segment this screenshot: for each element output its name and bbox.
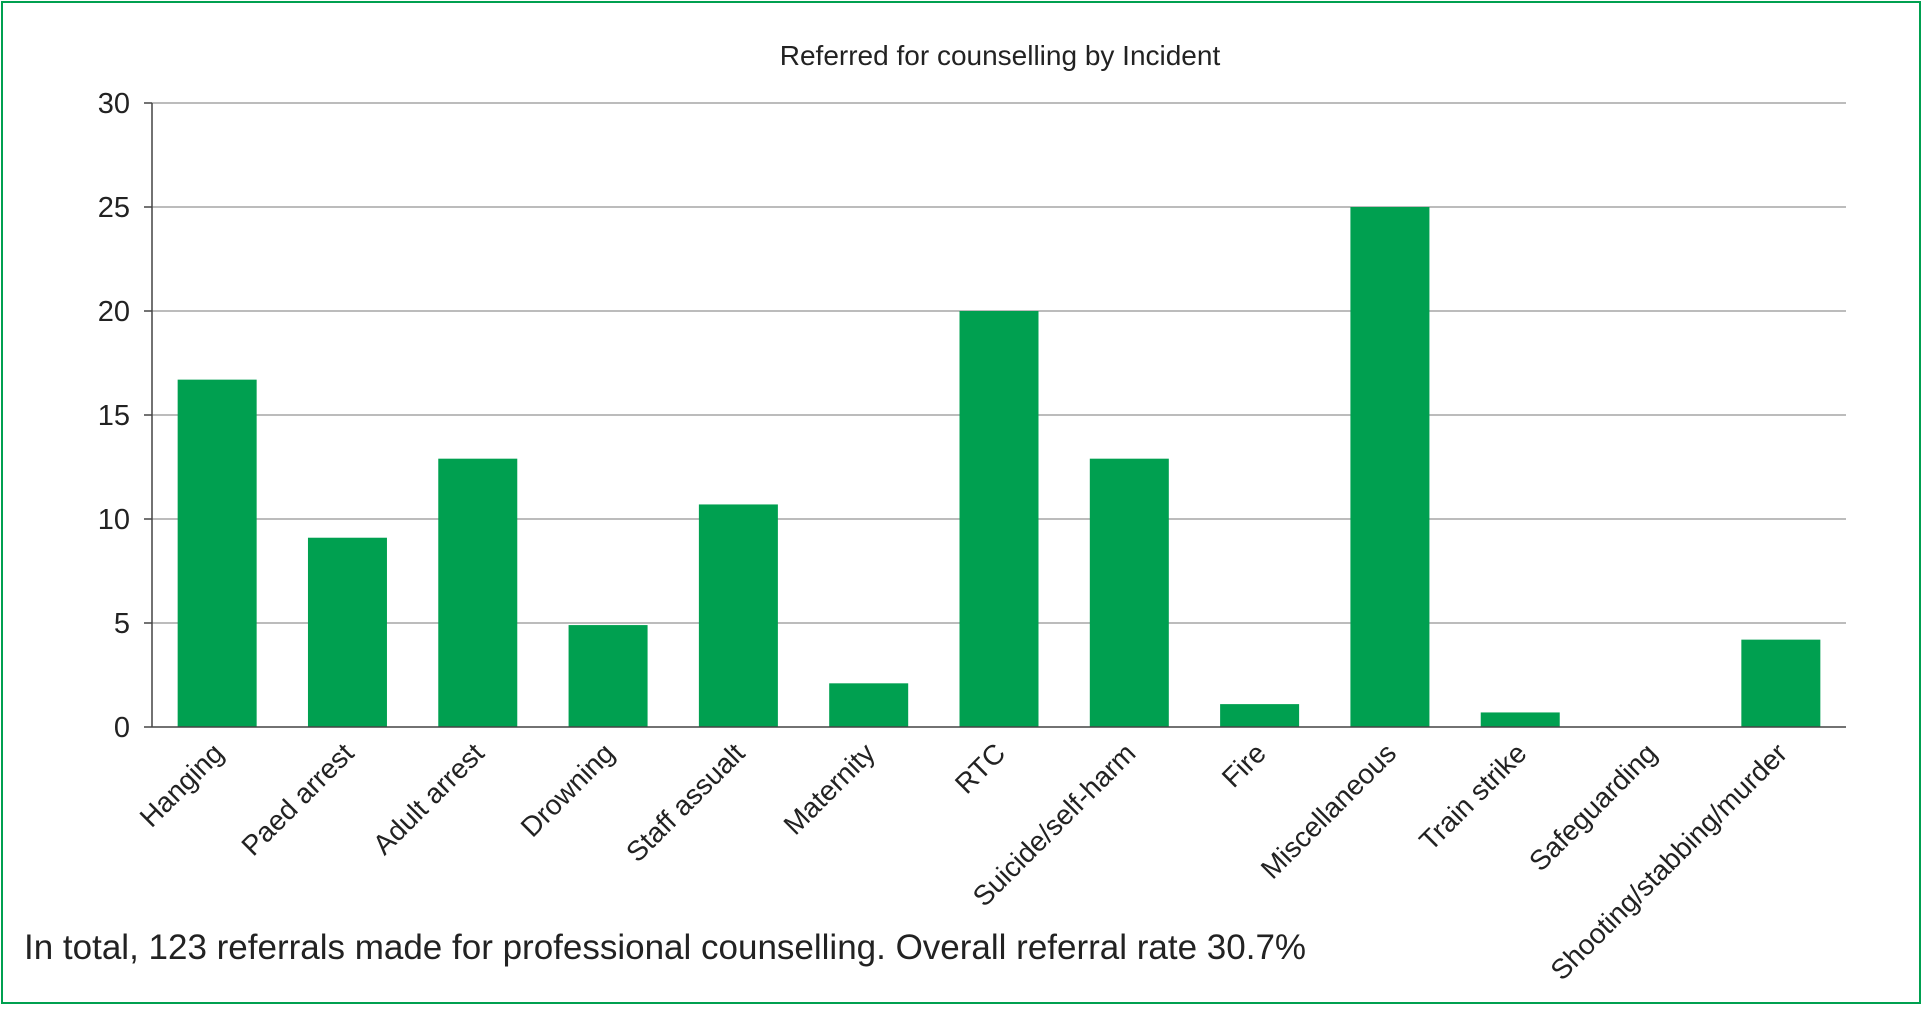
- bar: [829, 683, 909, 727]
- y-tick-label: 15: [98, 400, 130, 432]
- bar: [959, 311, 1039, 727]
- x-tick-label: Maternity: [778, 737, 881, 840]
- y-tick-label: 0: [114, 712, 130, 744]
- bar: [307, 537, 387, 727]
- bars: [177, 207, 1821, 727]
- x-tick-label: Paed arrest: [235, 737, 359, 861]
- y-tick-label: 20: [98, 296, 130, 328]
- bar: [1480, 712, 1560, 727]
- x-tick-label: Fire: [1216, 737, 1272, 793]
- bar: [1350, 207, 1430, 727]
- y-tick-labels: 0 5 10 15 20 25 30: [98, 88, 130, 744]
- y-tick-label: 25: [98, 192, 130, 224]
- x-tick-label: Miscellaneous: [1255, 737, 1402, 884]
- bar: [568, 625, 648, 727]
- y-tick-label: 5: [114, 608, 130, 640]
- x-tick-label: Drowning: [515, 737, 621, 843]
- bar: [1741, 639, 1821, 727]
- bar: [698, 504, 778, 727]
- x-tick-label: Train strike: [1413, 737, 1532, 856]
- x-tick-label: Safeguarding: [1523, 737, 1663, 877]
- footnote: In total, 123 referrals made for profess…: [24, 928, 1307, 967]
- y-tick-label: 30: [98, 88, 130, 120]
- x-tick-label: RTC: [949, 737, 1011, 799]
- gridlines: [152, 102, 1846, 624]
- y-tick-label: 10: [98, 504, 130, 536]
- bar: [438, 458, 518, 727]
- axes: [144, 102, 1846, 728]
- x-tick-label: Staff assualt: [620, 737, 751, 868]
- x-tick-label: Adult arrest: [367, 737, 490, 860]
- bar: [1220, 704, 1300, 727]
- bar: [177, 379, 257, 727]
- x-tick-label: Hanging: [134, 737, 230, 833]
- bar: [1089, 458, 1169, 727]
- x-tick-label: Shooting/stabbing/murder: [1544, 737, 1793, 986]
- chart-title: Referred for counselling by Incident: [780, 40, 1221, 71]
